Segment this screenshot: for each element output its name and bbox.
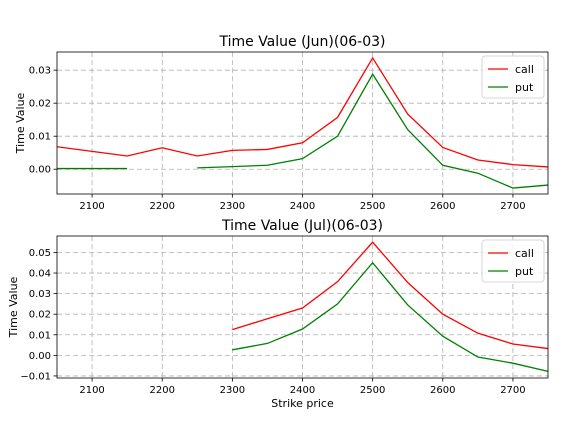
x-tick-label: 2400 bbox=[290, 385, 315, 396]
y-tick-label: −0.01 bbox=[20, 371, 51, 382]
chart-jun: 2100 2200 2300 2400 2500 2600 2700 0.00 0.01 0.02… bbox=[14, 34, 549, 212]
series-line-put bbox=[232, 261, 549, 373]
y-tick-label: 0.00 bbox=[29, 165, 51, 176]
x-tick-label: 2600 bbox=[430, 201, 455, 212]
x-tick-label: 2300 bbox=[220, 201, 245, 212]
x-tick-label: 2200 bbox=[149, 201, 174, 212]
y-tick-label: 0.00 bbox=[29, 351, 51, 362]
legend-box bbox=[481, 239, 545, 283]
x-tick-label: 2300 bbox=[220, 385, 245, 396]
y-axis-label: Time Value bbox=[14, 92, 27, 154]
y-tick-label: 0.03 bbox=[29, 66, 51, 77]
y-axis-label: Time Value bbox=[7, 276, 20, 338]
series-line-put bbox=[197, 72, 549, 189]
chart-title: Time Value (Jul)(06-03) bbox=[221, 218, 383, 234]
chart-title: Time Value (Jun)(06-03) bbox=[218, 34, 385, 50]
y-tick-label: 0.04 bbox=[29, 269, 51, 280]
y-tick-label: 0.03 bbox=[29, 289, 51, 300]
x-tick-label: 2200 bbox=[149, 385, 174, 396]
legend-box bbox=[481, 55, 545, 99]
x-tick-label: 2500 bbox=[360, 385, 385, 396]
y-tick-label: 0.01 bbox=[29, 330, 51, 341]
x-tick-label: 2500 bbox=[360, 201, 385, 212]
legend-label-call: call bbox=[515, 63, 534, 76]
y-tick-label: 0.05 bbox=[29, 248, 51, 259]
x-tick-label: 2100 bbox=[79, 201, 104, 212]
y-tick-label: 0.02 bbox=[29, 310, 51, 321]
x-tick-label: 2600 bbox=[430, 385, 455, 396]
x-tick-label: 2700 bbox=[500, 201, 525, 212]
y-tick-label: 0.02 bbox=[29, 99, 51, 110]
legend-label-put: put bbox=[515, 81, 534, 94]
series-line-call bbox=[232, 241, 549, 350]
legend-label-put: put bbox=[515, 265, 534, 278]
x-tick-label: 2100 bbox=[79, 385, 104, 396]
x-tick-label: 2400 bbox=[290, 201, 315, 212]
series-line-call bbox=[56, 56, 549, 168]
x-axis-label: Strike price bbox=[271, 397, 334, 410]
x-tick-label: 2700 bbox=[500, 385, 525, 396]
legend-label-call: call bbox=[515, 247, 534, 260]
y-tick-label: 0.01 bbox=[29, 132, 51, 143]
chart-jul: 2100 2200 2300 2400 2500 2600 2700 −0.01 0.00 0.0… bbox=[7, 218, 549, 410]
